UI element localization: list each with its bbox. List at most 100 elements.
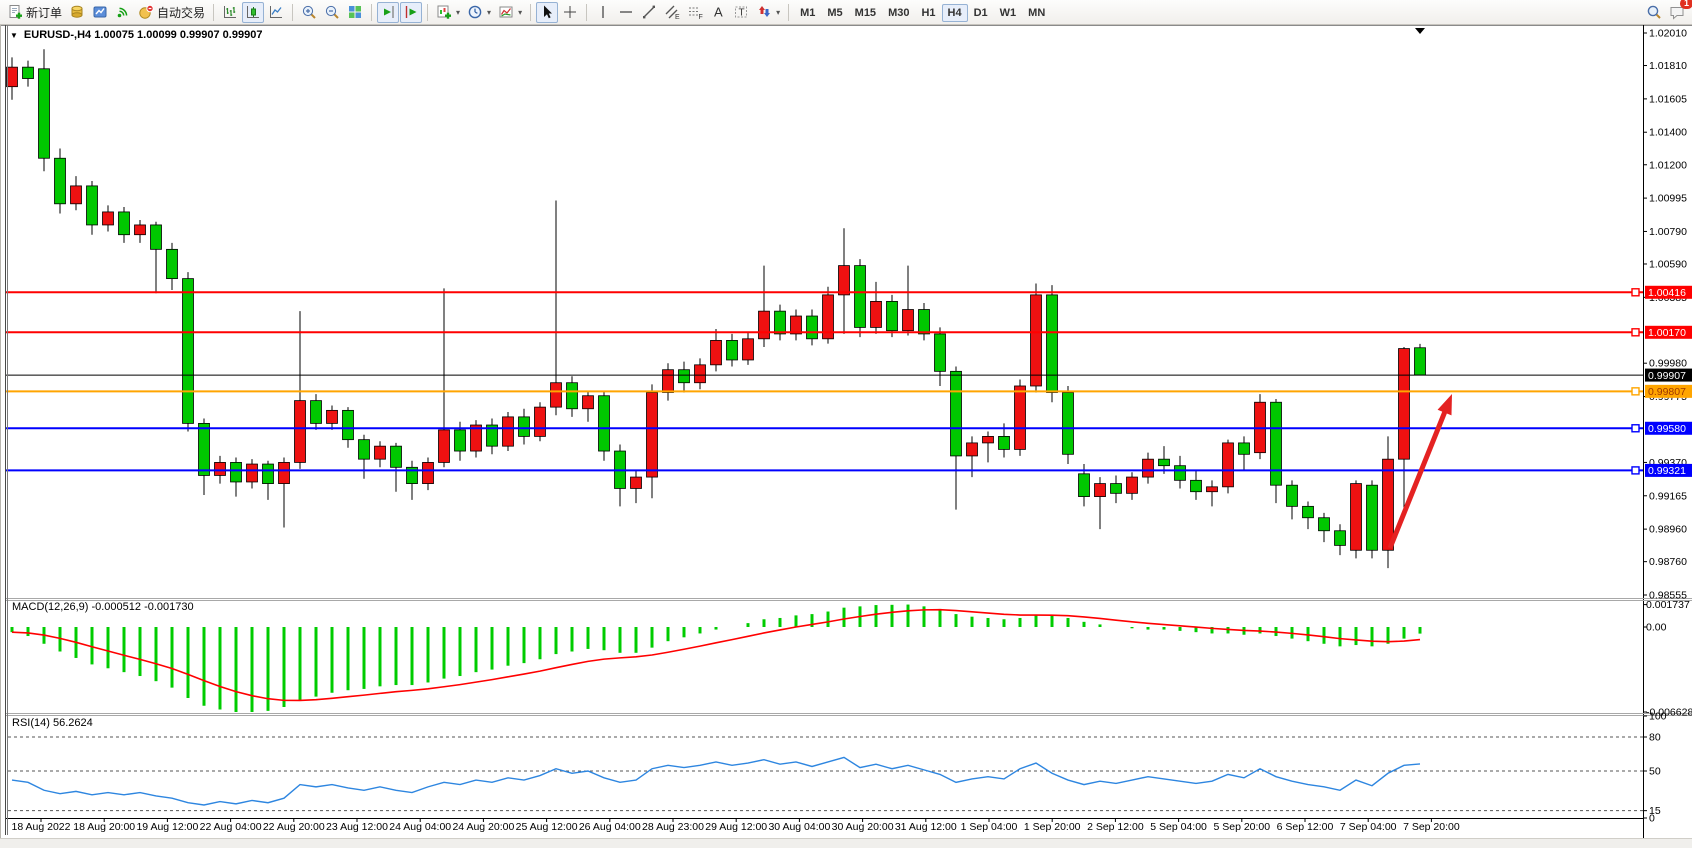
bear-candle[interactable] [262, 463, 274, 484]
market-watch-button[interactable] [66, 2, 88, 23]
bull-candle[interactable] [422, 462, 434, 484]
hline-handle[interactable] [1631, 328, 1640, 337]
bear-candle[interactable] [1078, 473, 1090, 497]
bear-candle[interactable] [1158, 458, 1170, 467]
timeframe-button-M5[interactable]: M5 [821, 4, 848, 22]
bull-candle[interactable] [902, 309, 914, 332]
bear-candle[interactable] [950, 370, 962, 457]
bear-candle[interactable] [918, 309, 930, 335]
horizontal-line-button[interactable] [615, 2, 637, 23]
hline-handle[interactable] [1631, 387, 1640, 396]
zoom-in-button[interactable] [298, 2, 320, 23]
bear-candle[interactable] [806, 315, 818, 340]
bear-candle[interactable] [454, 429, 466, 452]
text-button[interactable]: A [707, 2, 729, 23]
bear-candle[interactable] [486, 424, 498, 447]
bull-candle[interactable] [326, 409, 338, 424]
bull-candle[interactable] [1222, 442, 1234, 488]
chart-shift-button[interactable] [400, 1, 423, 23]
bear-candle[interactable] [358, 439, 370, 460]
bear-candle[interactable] [518, 416, 530, 437]
bear-candle[interactable] [150, 224, 162, 250]
new-chart-button[interactable]: ▾ [433, 2, 463, 23]
timeframe-button-M15[interactable]: M15 [849, 4, 882, 22]
hline-handle[interactable] [1631, 466, 1640, 475]
bull-candle[interactable] [982, 436, 994, 444]
bull-candle[interactable] [374, 445, 386, 460]
bull-candle[interactable] [278, 462, 290, 484]
bear-candle[interactable] [198, 422, 210, 476]
bear-candle[interactable] [1238, 442, 1250, 455]
bull-candle[interactable] [1350, 483, 1362, 551]
bull-candle[interactable] [1014, 385, 1026, 450]
bull-candle[interactable] [662, 369, 674, 393]
bull-candle[interactable] [1030, 294, 1042, 387]
bear-candle[interactable] [1414, 347, 1426, 376]
bear-candle[interactable] [1062, 392, 1074, 455]
notification-badge[interactable]: 1 [1679, 0, 1692, 9]
bull-candle[interactable] [1142, 458, 1154, 478]
timeframe-button-W1[interactable]: W1 [994, 4, 1023, 22]
bull-candle[interactable] [534, 406, 546, 437]
trend-arrow-head[interactable] [1437, 394, 1452, 416]
arrows-button[interactable]: ▾ [753, 2, 783, 23]
bull-candle[interactable] [758, 310, 770, 340]
bull-candle[interactable] [710, 340, 722, 366]
bull-candle[interactable] [646, 392, 658, 478]
bear-candle[interactable] [1318, 517, 1330, 532]
bear-candle[interactable] [166, 248, 178, 280]
bull-candle[interactable] [630, 476, 642, 489]
one-click-trading-arrow-icon[interactable]: ▼ [10, 31, 18, 40]
bull-candle[interactable] [694, 364, 706, 384]
trend-arrow-shaft[interactable] [1387, 404, 1450, 549]
fibonacci-button[interactable]: F [684, 2, 706, 23]
bull-candle[interactable] [870, 300, 882, 328]
bear-candle[interactable] [118, 211, 130, 236]
bull-candle[interactable] [822, 294, 834, 340]
time-axis[interactable]: 18 Aug 2022 18 Aug 20:00 19 Aug 12:00 22 Au… [12, 818, 1460, 833]
bull-candle[interactable] [1126, 476, 1138, 494]
bear-candle[interactable] [1286, 484, 1298, 507]
zoom-out-button[interactable] [321, 2, 343, 23]
bear-candle[interactable] [1366, 484, 1378, 551]
bull-candle[interactable] [838, 265, 850, 296]
bull-candle[interactable] [470, 424, 482, 452]
bear-candle[interactable] [1270, 401, 1282, 486]
bear-candle[interactable] [86, 185, 98, 226]
candles-layer[interactable] [6, 49, 1426, 569]
timeframe-button-H4[interactable]: H4 [941, 3, 968, 22]
timeframe-button-H1[interactable]: H1 [915, 4, 941, 22]
bear-candle[interactable] [726, 340, 738, 361]
line-chart-button[interactable] [265, 2, 287, 23]
timeframe-button-MN[interactable]: MN [1022, 4, 1051, 22]
price-axis[interactable]: 1.02010 1.01810 1.01605 1.01400 1.01200 1.009… [1643, 28, 1692, 602]
trendline-button[interactable] [638, 2, 660, 23]
hline-handle[interactable] [1631, 288, 1640, 297]
tile-windows-button[interactable] [344, 2, 366, 23]
bull-candle[interactable] [438, 429, 450, 463]
bear-candle[interactable] [774, 310, 786, 335]
bull-candle[interactable] [214, 462, 226, 476]
bull-candle[interactable] [1206, 486, 1218, 493]
bear-candle[interactable] [1302, 505, 1314, 519]
new-order-button[interactable]: 新订单 [4, 2, 65, 23]
auto-trading-button[interactable]: 自动交易 [135, 2, 208, 23]
macd-pane[interactable]: 0.001737 0.00 -0.006628 [10, 599, 1692, 719]
bear-candle[interactable] [182, 278, 194, 424]
timeframe-button-M1[interactable]: M1 [794, 4, 821, 22]
bear-candle[interactable] [566, 382, 578, 410]
horizontal-lines-layer[interactable] [6, 288, 1643, 475]
text-label-button[interactable]: T [730, 2, 752, 23]
equidistant-channel-button[interactable]: E [661, 2, 683, 23]
crosshair-button[interactable] [559, 2, 581, 23]
search-button[interactable] [1643, 2, 1665, 23]
bear-candle[interactable] [854, 265, 866, 328]
bear-candle[interactable] [598, 395, 610, 452]
timeframe-button-D1[interactable]: D1 [968, 4, 994, 22]
bear-candle[interactable] [406, 466, 418, 484]
bull-candle[interactable] [294, 400, 306, 463]
bull-candle[interactable] [6, 66, 18, 88]
bear-candle[interactable] [230, 462, 242, 483]
chat-button[interactable] [1666, 2, 1688, 23]
bear-candle[interactable] [38, 68, 50, 159]
